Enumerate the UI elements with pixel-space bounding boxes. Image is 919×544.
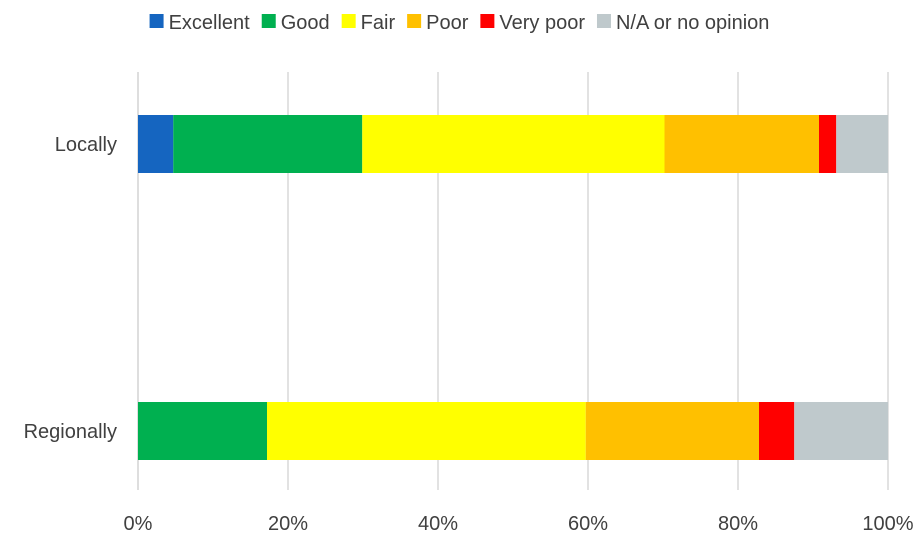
legend-item-poor: Poor [407, 12, 469, 34]
legend-swatch [407, 14, 422, 28]
legend-item-fair: Fair [341, 12, 396, 34]
category-label-regionally: Regionally [24, 421, 117, 443]
x-tick-label: 80% [718, 513, 758, 535]
x-tick-label: 0% [124, 513, 153, 535]
legend-label: Very poor [499, 12, 585, 34]
legend-label: Good [281, 12, 330, 34]
bar-segment-locally-excellent [138, 115, 174, 173]
bar-segment-locally-very-poor [819, 115, 837, 173]
x-tick-label: 40% [418, 513, 458, 535]
category-label-locally: Locally [55, 134, 117, 156]
x-axis-tick-labels: 0% 20% 40% 60% 80% 100% [124, 513, 914, 535]
x-tick-label: 100% [862, 513, 913, 535]
bar-segment-locally-good [173, 115, 363, 173]
category-labels: Locally Regionally [24, 134, 117, 443]
bar-segment-regionally-n-a-or-no-opinion [794, 402, 888, 460]
x-tick-label: 60% [568, 513, 608, 535]
bar-segment-regionally-poor [585, 402, 759, 460]
legend: Excellent Good Fair Poor Very poor N/A or no … [149, 12, 769, 34]
legend-label: Poor [426, 12, 469, 34]
bar-segment-locally-fair [362, 115, 665, 173]
legend-item-n-a-or-no-opinion: N/A or no opinion [596, 12, 769, 34]
legend-label: Excellent [169, 12, 251, 34]
bar-segment-regionally-fair [267, 402, 586, 460]
bar-segment-locally-poor [664, 115, 819, 173]
legend-swatch [341, 14, 356, 28]
x-tick-label: 20% [268, 513, 308, 535]
legend-swatch [596, 14, 611, 28]
bar-segment-locally-n-a-or-no-opinion [836, 115, 888, 173]
legend-swatch [261, 14, 276, 28]
legend-item-good: Good [261, 12, 330, 34]
legend-label: Fair [361, 12, 396, 34]
legend-item-very-poor: Very poor [480, 12, 585, 34]
legend-item-excellent: Excellent [149, 12, 251, 34]
legend-label: N/A or no opinion [616, 12, 769, 34]
legend-swatch [480, 14, 495, 28]
bars [138, 115, 888, 460]
legend-swatch [149, 14, 164, 28]
bar-segment-regionally-very-poor [759, 402, 795, 460]
bar-segment-regionally-good [138, 402, 267, 460]
